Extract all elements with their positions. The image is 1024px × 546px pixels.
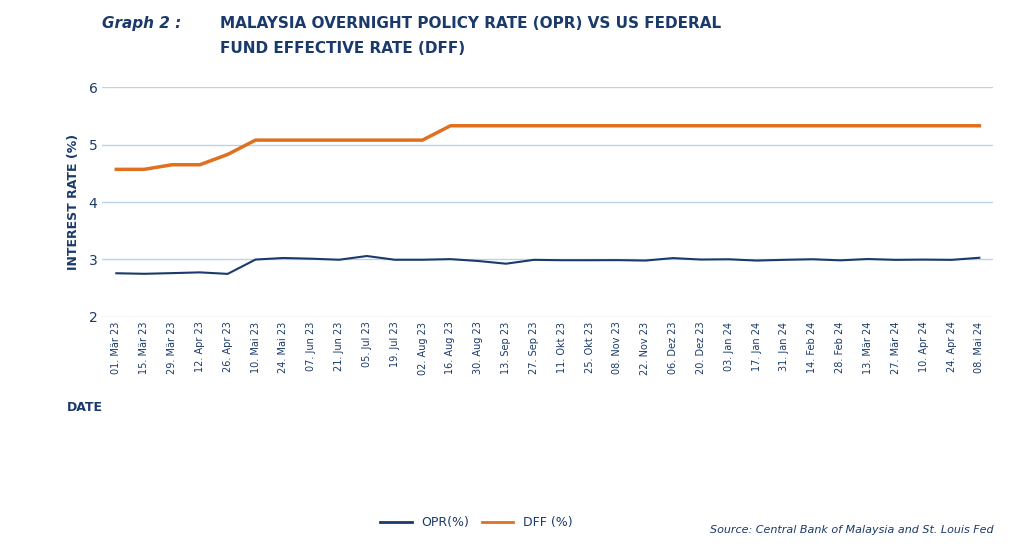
Text: Source: Central Bank of Malaysia and St. Louis Fed: Source: Central Bank of Malaysia and St.… bbox=[710, 525, 993, 535]
Text: DATE: DATE bbox=[67, 401, 102, 414]
Text: FUND EFFECTIVE RATE (DFF): FUND EFFECTIVE RATE (DFF) bbox=[220, 41, 465, 56]
Text: Graph 2 :: Graph 2 : bbox=[102, 16, 181, 31]
Text: MALAYSIA OVERNIGHT POLICY RATE (OPR) VS US FEDERAL: MALAYSIA OVERNIGHT POLICY RATE (OPR) VS … bbox=[220, 16, 721, 31]
Legend: OPR(%), DFF (%): OPR(%), DFF (%) bbox=[376, 511, 578, 534]
Y-axis label: INTEREST RATE (%): INTEREST RATE (%) bbox=[68, 134, 80, 270]
